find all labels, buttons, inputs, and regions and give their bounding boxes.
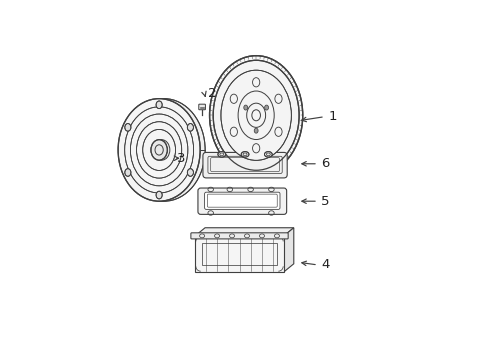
Ellipse shape	[142, 129, 175, 170]
FancyBboxPatch shape	[198, 188, 286, 214]
Ellipse shape	[123, 99, 205, 201]
Text: 1: 1	[327, 110, 336, 123]
Ellipse shape	[153, 140, 169, 160]
Ellipse shape	[264, 152, 272, 157]
FancyBboxPatch shape	[204, 192, 280, 210]
Ellipse shape	[156, 101, 162, 109]
Ellipse shape	[264, 105, 268, 110]
Ellipse shape	[118, 99, 200, 201]
Text: 5: 5	[321, 195, 329, 208]
Ellipse shape	[221, 70, 291, 160]
FancyBboxPatch shape	[198, 104, 205, 110]
Text: 6: 6	[321, 157, 329, 170]
Polygon shape	[195, 236, 284, 272]
Ellipse shape	[124, 107, 193, 193]
Ellipse shape	[156, 191, 162, 199]
Ellipse shape	[254, 128, 258, 133]
Ellipse shape	[187, 169, 193, 176]
Ellipse shape	[124, 169, 131, 176]
Polygon shape	[284, 228, 293, 272]
Text: 3: 3	[177, 152, 185, 165]
FancyBboxPatch shape	[203, 152, 286, 178]
FancyBboxPatch shape	[190, 233, 287, 239]
Ellipse shape	[187, 123, 193, 131]
Text: 2: 2	[207, 87, 216, 100]
Ellipse shape	[209, 56, 302, 175]
Polygon shape	[195, 228, 293, 236]
Ellipse shape	[124, 123, 131, 131]
Ellipse shape	[136, 122, 182, 178]
Ellipse shape	[151, 140, 167, 160]
Ellipse shape	[244, 105, 247, 110]
Ellipse shape	[213, 60, 299, 170]
Ellipse shape	[130, 114, 187, 186]
Ellipse shape	[218, 152, 225, 157]
Ellipse shape	[241, 152, 248, 157]
Text: 4: 4	[321, 258, 329, 271]
